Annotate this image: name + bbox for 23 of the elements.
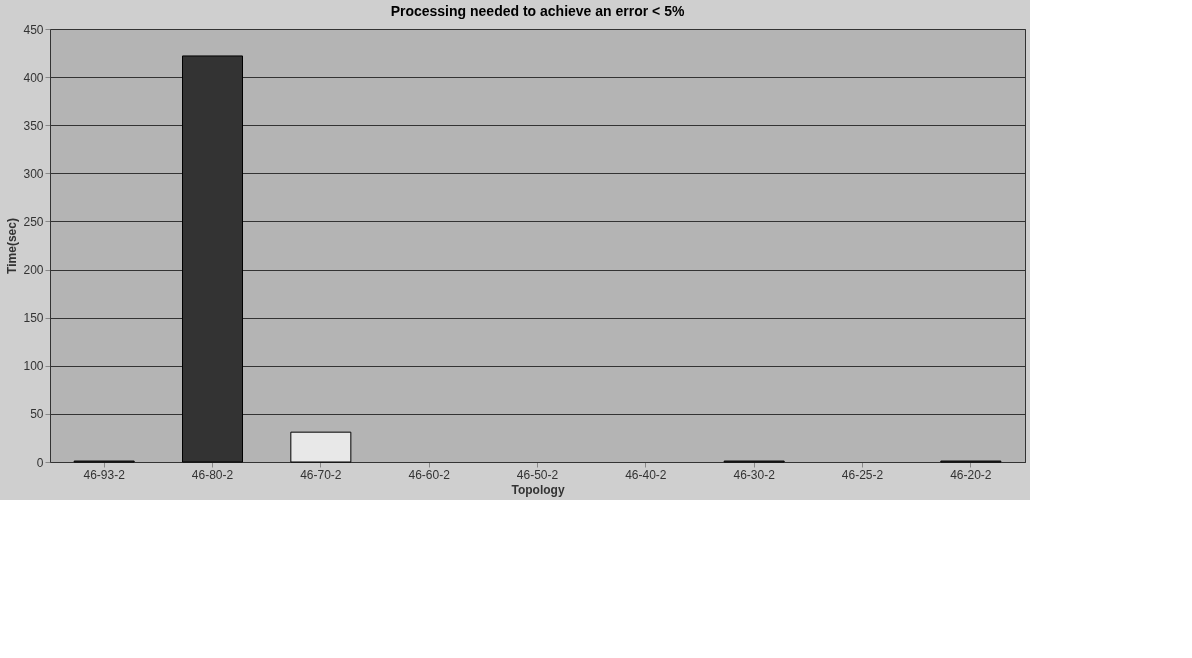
x-axis-title: Topology <box>511 482 565 497</box>
y-tick-label: 450 <box>23 22 44 37</box>
x-tick-label: 46-60-2 <box>408 467 451 482</box>
x-tick-label: 46-70-2 <box>300 467 342 482</box>
y-tick-label: 350 <box>23 118 44 133</box>
y-tick-label: 300 <box>23 166 44 181</box>
y-tick-label: 150 <box>23 311 44 326</box>
x-tick-label: 46-25-2 <box>841 467 884 482</box>
x-tick-label: 46-30-2 <box>733 467 776 482</box>
chart-title: Processing needed to achieve an error < 5% <box>390 3 685 19</box>
x-tick-label: 46-50-2 <box>516 467 559 482</box>
y-tick-label: 100 <box>23 359 44 374</box>
y-tick-label: 400 <box>23 70 44 85</box>
x-tick-label: 46-93-2 <box>83 467 126 482</box>
x-tick-label: 46-40-2 <box>625 467 667 482</box>
y-axis-title: Time(sec) <box>5 218 20 274</box>
x-tick-label: 46-20-2 <box>950 467 992 482</box>
bar <box>290 431 352 463</box>
y-tick-label: 0 <box>36 455 44 470</box>
y-tick-label: 50 <box>30 407 44 422</box>
y-tick-label: 200 <box>23 263 44 278</box>
x-tick-label: 46-80-2 <box>191 467 234 482</box>
y-tick-label: 250 <box>23 214 44 229</box>
